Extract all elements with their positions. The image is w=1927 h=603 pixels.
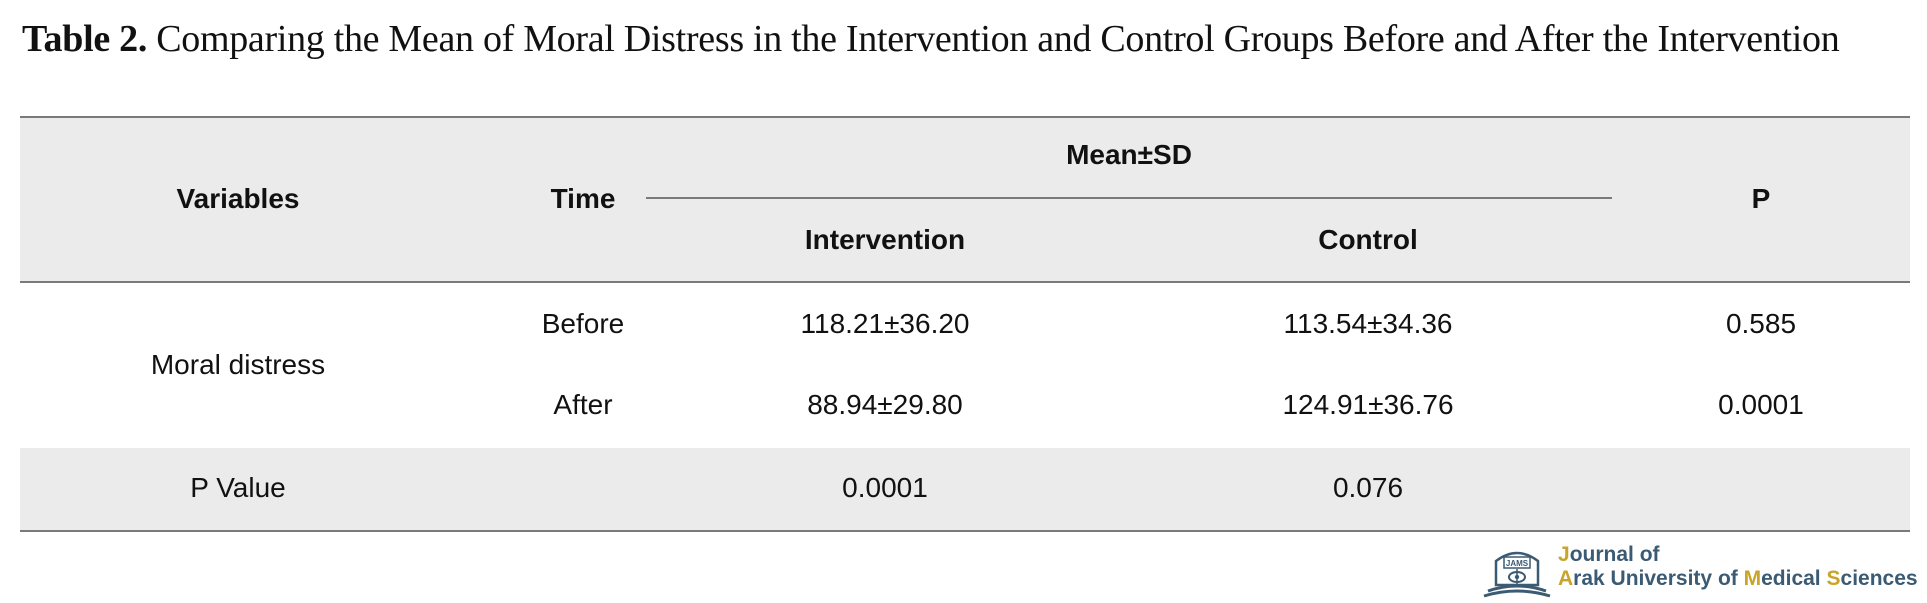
logo-initial-letter: S: [1826, 567, 1841, 590]
pvalue-label: P Value: [190, 472, 286, 503]
journal-logo: JAMS Journal of Arak University of Medic…: [1480, 541, 1918, 599]
variable-name: Moral distress: [150, 349, 326, 380]
journal-name: Journal of Arak University of Medical Sc…: [1558, 543, 1918, 591]
table-label: Table 2.: [22, 18, 148, 60]
row-control-value: 124.91±36.76: [1282, 389, 1454, 420]
table-title: Comparing the Mean of Moral Distress in …: [147, 18, 1840, 60]
table-top-rule: [20, 116, 1910, 118]
row-p-value: 0.585: [1725, 308, 1797, 339]
row-time: After: [553, 389, 613, 420]
pvalue-control: 0.076: [1332, 472, 1404, 503]
pvalue-intervention: 0.0001: [842, 472, 928, 503]
journal-emblem-icon: JAMS: [1483, 551, 1551, 598]
row-control-value: 113.54±34.36: [1283, 308, 1453, 339]
header-intervention: Intervention: [804, 224, 966, 255]
row-intervention-value: 118.21±36.20: [800, 308, 970, 339]
header-mean-sd: Mean±SD: [1066, 139, 1192, 170]
table-header-band: [20, 116, 1910, 282]
header-group-rule: [646, 197, 1612, 199]
logo-initial-letter: M: [1743, 567, 1762, 590]
row-p-value: 0.0001: [1718, 389, 1804, 420]
header-time: Time: [550, 183, 616, 214]
emblem-text: JAMS: [1506, 559, 1529, 568]
logo-initial-letter: J: [1558, 543, 1570, 566]
table-caption: Table 2. Comparing the Mean of Moral Dis…: [22, 14, 1840, 64]
row-time: Before: [541, 308, 625, 339]
header-p: P: [1751, 183, 1771, 214]
journal-name-line2: Arak University of Medical Sciences: [1558, 567, 1918, 590]
header-variables: Variables: [176, 183, 300, 214]
row-intervention-value: 88.94±29.80: [807, 389, 963, 420]
pvalue-row-band: [20, 448, 1910, 530]
table-header-rule: [20, 281, 1910, 283]
journal-name-line1: Journal of: [1558, 543, 1660, 566]
header-control: Control: [1318, 224, 1418, 255]
logo-initial-letter: A: [1558, 567, 1574, 590]
table-bottom-rule: [20, 530, 1910, 532]
